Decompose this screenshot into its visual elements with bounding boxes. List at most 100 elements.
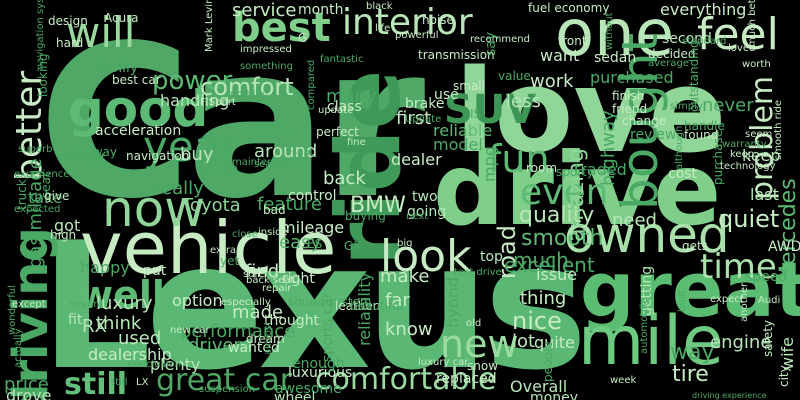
word-enough: enough [292, 356, 345, 372]
word-sedan: sedan [594, 50, 637, 66]
word-overall: Overall [510, 377, 568, 396]
word-going: going [407, 204, 447, 220]
word-high: high [50, 228, 77, 242]
word-much-better: much better [747, 0, 758, 47]
word-comfortable: comfortable [315, 362, 497, 397]
word-navigation-system: navigation system [35, 0, 46, 70]
word-think: think [96, 313, 142, 334]
word-need: need [612, 210, 657, 231]
word-one: one [555, 0, 675, 71]
word-handle: handle [684, 119, 725, 133]
word-expected: expected [14, 204, 61, 215]
word-want: want [540, 46, 580, 65]
word-mpg: mpg [480, 146, 499, 182]
word-best: best [232, 5, 331, 51]
word-tire: tire [672, 362, 709, 387]
word-good: good [68, 80, 209, 138]
word-issue: issue [536, 265, 578, 284]
word-inside: inside [258, 227, 288, 238]
word-never: never [702, 95, 754, 116]
word-last: last [750, 185, 779, 204]
word-luxurious: luxurious [288, 365, 353, 381]
word-lexus: Lexus [40, 206, 588, 400]
word-recommend: recommend [470, 34, 530, 45]
word-built: built [677, 289, 688, 312]
word-nice: nice [512, 307, 562, 335]
word-interior: interior [342, 2, 473, 43]
word-love: love [455, 45, 727, 179]
word-really: really [154, 178, 204, 199]
word-next: next [406, 211, 429, 222]
word-gx: GX [344, 239, 362, 253]
word-comfort: comfort [200, 73, 294, 101]
word-used: used [118, 328, 162, 349]
word-drive: drive [433, 131, 722, 248]
word-black: black [366, 1, 393, 12]
word-much: much [513, 248, 569, 272]
word-without: without [604, 12, 615, 50]
word-great-car: great car [156, 363, 293, 398]
word-decided: decided [648, 47, 696, 61]
word-second: second [662, 31, 712, 47]
word-old: old [466, 318, 482, 329]
word-give: give [44, 189, 70, 203]
word-week: week [610, 375, 637, 386]
word-way: way [670, 340, 715, 365]
word-brake: brake [405, 96, 445, 112]
word-driven: driven [188, 335, 245, 356]
word-people: people [541, 341, 555, 382]
word-feature: feature [257, 194, 322, 215]
word-although: although [674, 125, 685, 170]
word-mileage: mileage [280, 218, 345, 237]
word-first: first [396, 108, 432, 129]
word-price: price [4, 374, 49, 395]
word-replaced: replaced [436, 371, 497, 387]
word-awd: AWD [768, 239, 800, 255]
word-handling: handling [160, 91, 230, 110]
word-seem: seem [745, 129, 773, 140]
word-take: take [28, 188, 63, 207]
word-hard: hard [56, 36, 84, 50]
word-everything: everything [660, 0, 747, 19]
word-is: IS [470, 107, 482, 121]
word-almost: almost [263, 321, 274, 355]
word-finish: finish [612, 89, 645, 103]
word-still: still [64, 367, 128, 400]
word-friend: friend [612, 102, 648, 116]
word-transmission: transmission [418, 48, 495, 62]
word-luxury: luxury [96, 293, 153, 314]
word-keep: keep [742, 146, 781, 165]
word-sporty: sporty [556, 165, 594, 179]
word-will: will [66, 8, 136, 57]
word-standard: standard [682, 36, 727, 47]
word-thought: thought [264, 313, 320, 329]
word-far: far [385, 290, 410, 311]
word-outstanding: outstanding [687, 40, 701, 112]
word-front: front [558, 34, 587, 48]
word-luxury-car: luxury car [418, 357, 469, 368]
word-system: system [246, 121, 290, 135]
word-keep: keep [730, 149, 755, 160]
word-except: except [12, 299, 46, 310]
word-speed: speed [745, 269, 788, 285]
word-top: top [480, 249, 503, 265]
word-feel: feel [697, 9, 779, 60]
word-cost: cost [668, 166, 698, 182]
word-noise: noise [422, 13, 454, 27]
word-review: review [630, 127, 677, 143]
word-bad: bad [263, 203, 286, 217]
word-control: control [288, 188, 337, 204]
word-yet: yet [220, 254, 240, 268]
word-time: time [700, 247, 777, 287]
word-city: city [777, 365, 791, 387]
word-engine: engine [710, 332, 772, 353]
word-average: average [648, 58, 689, 69]
word-made: made [232, 302, 284, 323]
word-dealer: dealer [391, 150, 442, 169]
word-value: value [498, 69, 531, 83]
word-acura: Acura [104, 11, 139, 25]
word-two: two [412, 189, 438, 205]
word-weather: weather [56, 149, 97, 160]
word-seat: seat [292, 147, 314, 158]
